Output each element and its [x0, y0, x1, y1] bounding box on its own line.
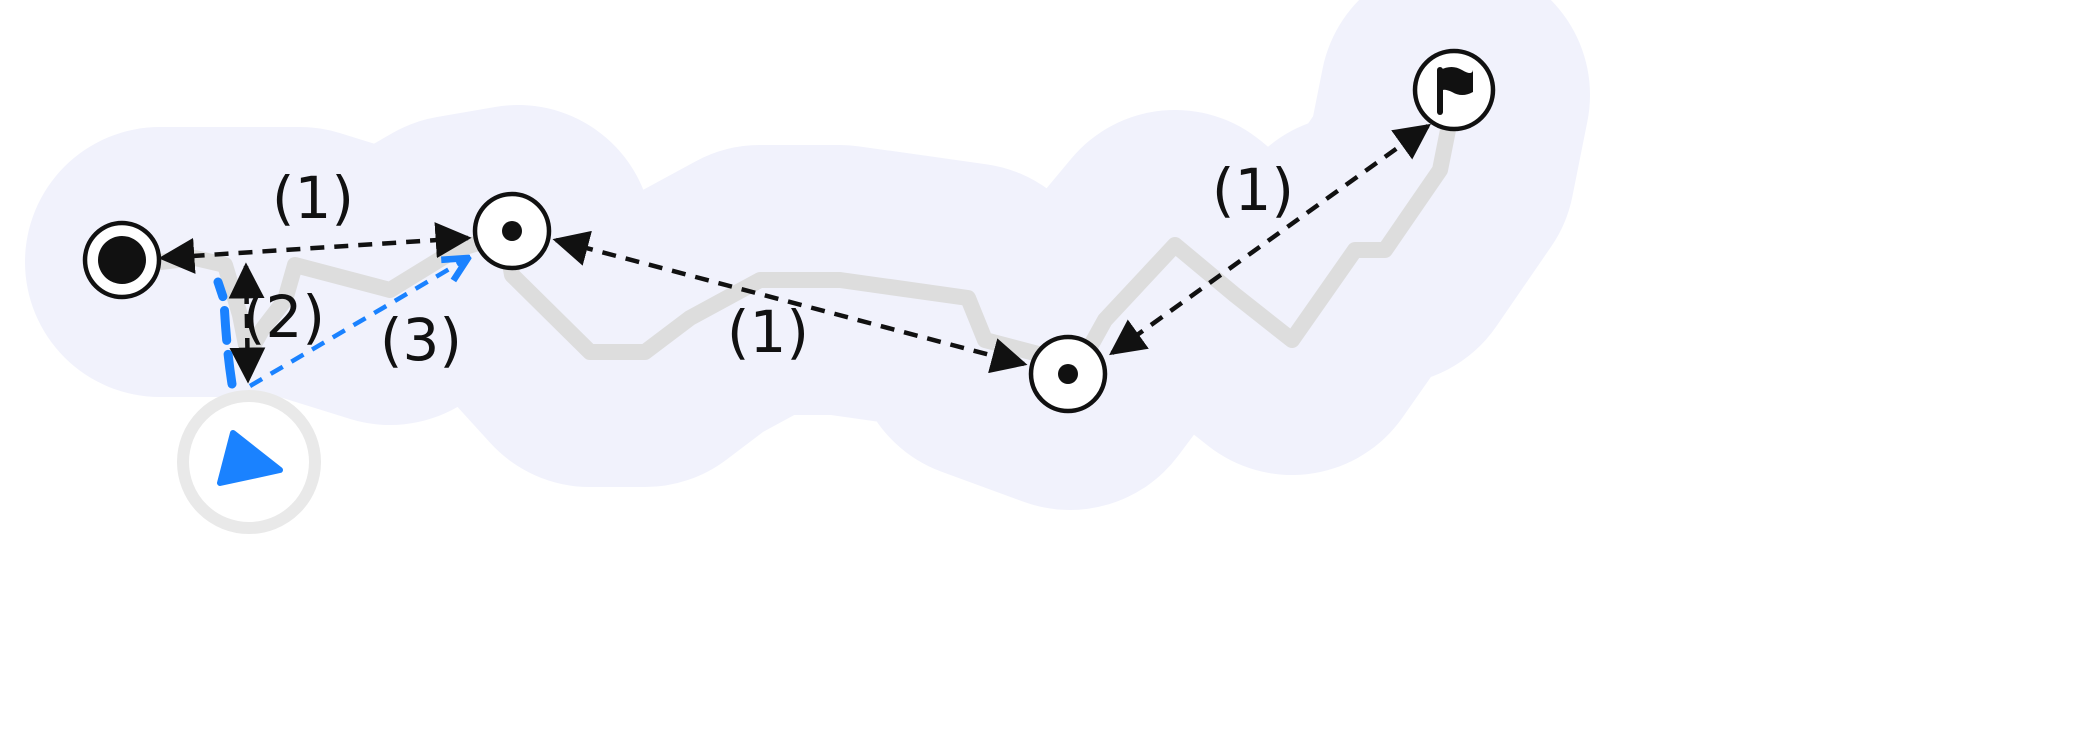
arrow-seg1-top — [158, 222, 472, 274]
label-seg1-right: (1) — [1212, 156, 1294, 224]
arrow-seg2 — [228, 262, 266, 384]
arrow-seg1-middle — [552, 230, 1028, 374]
label-seg2: (2) — [243, 283, 325, 351]
current-path-line — [213, 277, 237, 389]
finish-node[interactable] — [1412, 48, 1496, 132]
start-node[interactable] — [82, 220, 162, 300]
waypoint-node-2[interactable] — [1028, 334, 1108, 414]
filled-circle-icon — [98, 236, 146, 284]
waypoint-node-1[interactable] — [472, 191, 552, 271]
current-position-marker[interactable] — [177, 390, 321, 534]
arrow-seg3 — [248, 258, 468, 388]
dot-in-circle-icon — [502, 221, 522, 241]
label-seg3: (3) — [380, 306, 462, 374]
arrow-seg1-right — [1109, 123, 1431, 356]
navigation-arrow-icon — [217, 430, 283, 486]
flag-icon — [1437, 67, 1473, 115]
label-seg1-middle: (1) — [727, 298, 809, 366]
label-seg1-top: (1) — [272, 164, 354, 232]
dot-in-circle-icon — [1058, 364, 1078, 384]
